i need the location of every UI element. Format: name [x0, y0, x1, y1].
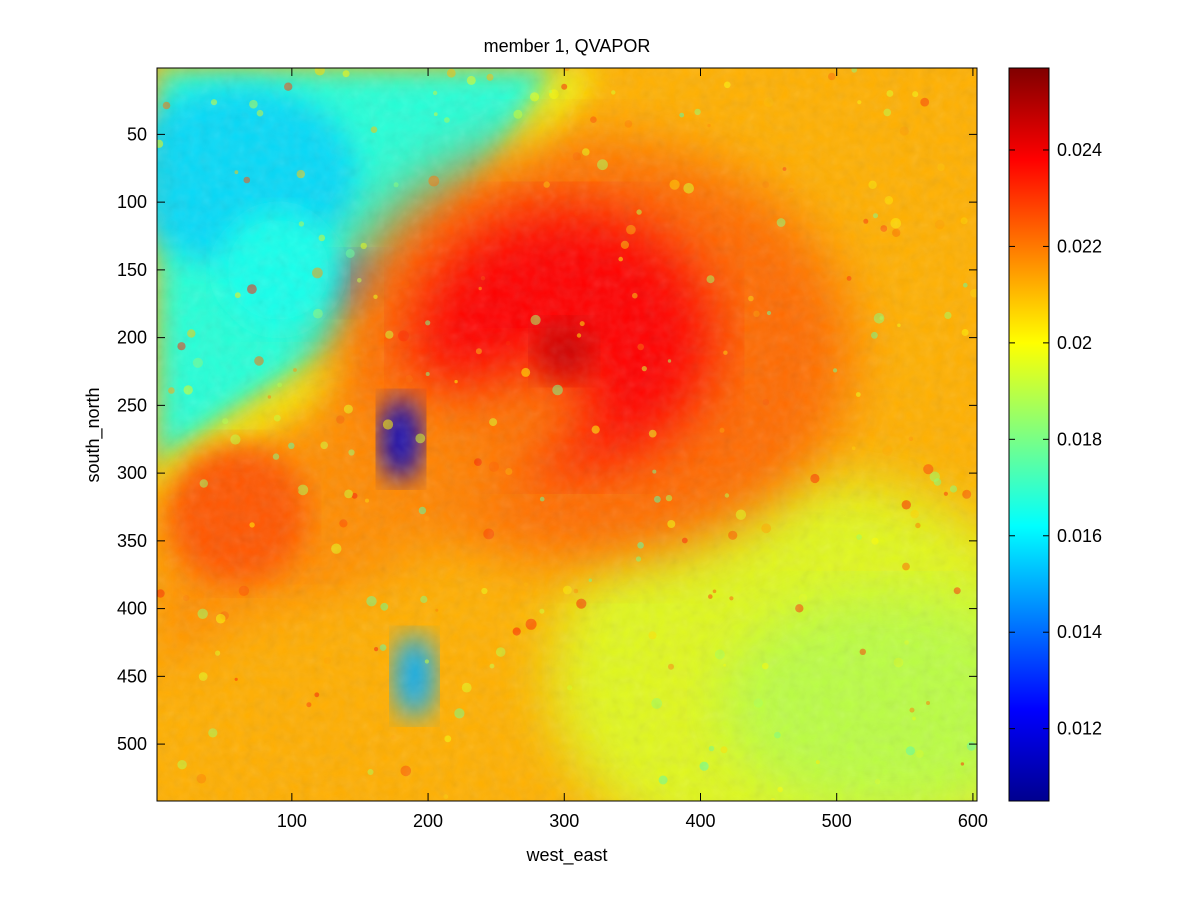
- heatmap-plot-area: [157, 68, 977, 801]
- y-tick-label: 200: [117, 328, 147, 348]
- colorbar-tick-label: 0.014: [1057, 622, 1102, 642]
- y-axis: 50 100 150 200 250 300 350 400 450 500: [117, 124, 977, 754]
- colorbar-tick-label: 0.012: [1057, 719, 1102, 739]
- x-tick-label: 300: [549, 811, 579, 831]
- y-tick-label: 300: [117, 463, 147, 483]
- x-tick-label: 500: [822, 811, 852, 831]
- x-tick-label: 200: [413, 811, 443, 831]
- y-tick-label: 150: [117, 260, 147, 280]
- chart-title: member 1, QVAPOR: [484, 36, 651, 56]
- x-tick-label: 600: [958, 811, 988, 831]
- colorbar-axis: 0.012 0.014 0.016 0.018 0.02 0.022 0.024: [1009, 140, 1102, 739]
- y-axis-label: south_north: [83, 387, 104, 482]
- x-axis-label: west_east: [525, 845, 607, 866]
- x-axis: 100 200 300 400 500 600: [277, 68, 988, 831]
- colorbar-tick-label: 0.022: [1057, 236, 1102, 256]
- colorbar-tick-label: 0.02: [1057, 333, 1092, 353]
- y-tick-label: 100: [117, 192, 147, 212]
- colorbar-tick-label: 0.024: [1057, 140, 1102, 160]
- colorbar-tick-label: 0.016: [1057, 526, 1102, 546]
- x-tick-label: 400: [685, 811, 715, 831]
- heatmap-texture: [157, 68, 977, 801]
- y-tick-label: 250: [117, 395, 147, 415]
- colorbar: 0.012 0.014 0.016 0.018 0.02 0.022 0.024: [1008, 67, 1102, 802]
- y-tick-label: 450: [117, 666, 147, 686]
- y-tick-label: 50: [127, 124, 147, 144]
- colorbar-tick-label: 0.018: [1057, 429, 1102, 449]
- colorbar-fill: [1008, 67, 1050, 802]
- plot-frame: [156, 67, 978, 802]
- y-tick-label: 350: [117, 531, 147, 551]
- y-tick-label: 500: [117, 734, 147, 754]
- y-tick-label: 400: [117, 599, 147, 619]
- x-tick-label: 100: [277, 811, 307, 831]
